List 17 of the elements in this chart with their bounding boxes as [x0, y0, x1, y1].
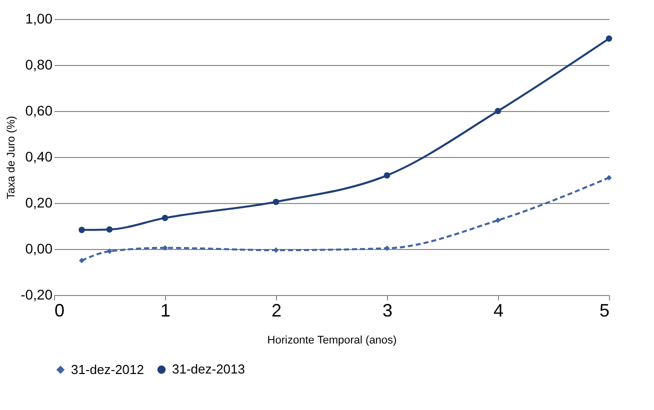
y-tick-label: 0,80 — [25, 56, 53, 72]
legend-label: 31-dez-2013 — [172, 362, 245, 377]
y-tick-label: -0,20 — [20, 286, 53, 302]
y-axis-title: Taxa de Juro (%) — [6, 116, 18, 200]
x-tick-label: 1 — [160, 300, 171, 320]
y-tick-label: 0,00 — [25, 240, 53, 256]
x-tick-label: 2 — [271, 300, 282, 320]
y-tick-label: 0,60 — [25, 102, 53, 118]
x-axis-title: Horizonte Temporal (anos) — [267, 334, 397, 346]
x-tick-label: 5 — [599, 300, 610, 320]
x-tick-label: 4 — [493, 300, 504, 320]
legend-label: 31-dez-2012 — [71, 362, 144, 377]
y-tick-label: 0,40 — [25, 148, 53, 164]
x-tick-label: 0 — [54, 300, 65, 320]
x-tick-label: 3 — [382, 300, 393, 320]
y-tick-label: 0,20 — [25, 194, 53, 210]
y-tick-label: 1,00 — [25, 10, 53, 26]
